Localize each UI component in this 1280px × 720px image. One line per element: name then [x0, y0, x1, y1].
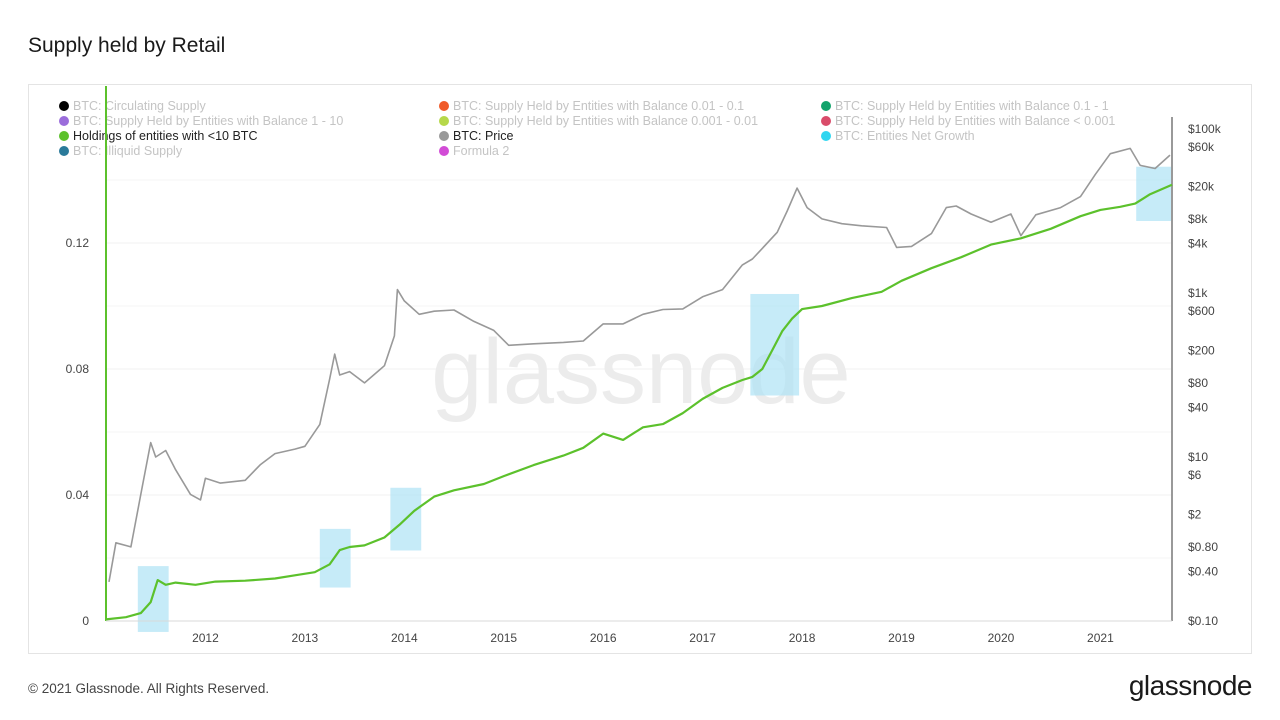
y-right-tick-label: $8k — [1188, 212, 1208, 226]
legend-marker — [439, 131, 449, 141]
y-left-tick-label: 0.04 — [66, 488, 90, 502]
legend-marker — [821, 101, 831, 111]
x-tick-label: 2017 — [689, 631, 716, 645]
y-right-tick-label: $0.10 — [1188, 614, 1218, 628]
legend-label: BTC: Supply Held by Entities with Balanc… — [835, 99, 1109, 113]
legend-label: BTC: Illiquid Supply — [73, 144, 183, 158]
legend-item[interactable]: BTC: Supply Held by Entities with Balanc… — [59, 114, 343, 128]
legend-marker — [439, 101, 449, 111]
legend-label: Holdings of entities with <10 BTC — [73, 129, 258, 143]
y-right-tick-label: $2 — [1188, 507, 1202, 521]
legend-marker — [59, 131, 69, 141]
legend-item[interactable]: BTC: Entities Net Growth — [821, 129, 975, 143]
legend-label: Formula 2 — [453, 144, 510, 158]
legend-label: BTC: Entities Net Growth — [835, 129, 975, 143]
y-right-tick-label: $600 — [1188, 304, 1215, 318]
legend-label: BTC: Price — [453, 129, 514, 143]
x-tick-label: 2012 — [192, 631, 219, 645]
legend-item[interactable]: BTC: Supply Held by Entities with Balanc… — [439, 114, 758, 128]
legend-marker — [439, 116, 449, 126]
x-tick-label: 2016 — [590, 631, 617, 645]
y-right-tick-label: $4k — [1188, 237, 1208, 251]
y-right-tick-label: $0.80 — [1188, 540, 1218, 554]
y-right-tick-label: $0.40 — [1188, 565, 1218, 579]
y-right-tick-label: $100k — [1188, 122, 1222, 136]
x-tick-label: 2013 — [292, 631, 319, 645]
x-tick-label: 2020 — [988, 631, 1015, 645]
y-right-tick-label: $40 — [1188, 401, 1208, 415]
chart-panel: BTC: Circulating Supply BTC: Supply Held … — [28, 84, 1252, 654]
legend-item[interactable]: BTC: Supply Held by Entities with Balanc… — [821, 114, 1115, 128]
legend-item[interactable]: Formula 2 — [439, 144, 509, 158]
copyright: © 2021 Glassnode. All Rights Reserved. — [28, 681, 270, 696]
y-left-tick-label: 0 — [82, 614, 89, 628]
highlight-box-4 — [1136, 166, 1172, 221]
legend-marker — [821, 131, 831, 141]
legend-marker — [59, 101, 69, 111]
legend-item[interactable]: BTC: Supply Held by Entities with Balanc… — [821, 99, 1109, 113]
legend-item[interactable]: BTC: Illiquid Supply — [59, 144, 182, 158]
y-right-tick-label: $1k — [1188, 286, 1208, 300]
y-right-tick-label: $6 — [1188, 468, 1202, 482]
legend-label: BTC: Supply Held by Entities with Balanc… — [835, 114, 1116, 128]
y-right-tick-label: $80 — [1188, 376, 1208, 390]
y-left-tick-label: 0.08 — [66, 362, 90, 376]
legend-marker — [439, 146, 449, 156]
legend-marker — [59, 146, 69, 156]
y-right-tick-label: $200 — [1188, 343, 1215, 357]
legend-marker — [821, 116, 831, 126]
x-tick-label: 2014 — [391, 631, 418, 645]
x-tick-label: 2015 — [490, 631, 517, 645]
chart-title: Supply held by Retail — [28, 34, 226, 57]
y-right-tick-label: $20k — [1188, 179, 1215, 193]
y-right-tick-label: $10 — [1188, 450, 1208, 464]
x-tick-label: 2018 — [789, 631, 816, 645]
series-line-0 — [105, 183, 1173, 621]
legend-label: BTC: Supply Held by Entities with Balanc… — [453, 99, 745, 113]
legend-marker — [59, 116, 69, 126]
brand-logo[interactable]: glassnode — [1128, 670, 1253, 701]
series-line-1 — [108, 147, 1171, 583]
y-right-tick-label: $60k — [1188, 140, 1215, 154]
legend-item[interactable]: Holdings of entities with <10 BTC — [59, 129, 257, 143]
highlight-box-0 — [137, 566, 169, 632]
legend-label: BTC: Supply Held by Entities with Balanc… — [453, 114, 759, 128]
y-left-tick-label: 0.12 — [66, 236, 90, 250]
legend-item[interactable]: BTC: Price — [439, 129, 513, 143]
legend-item[interactable]: BTC: Supply Held by Entities with Balanc… — [439, 99, 744, 113]
x-tick-label: 2019 — [888, 631, 915, 645]
legend-label: BTC: Supply Held by Entities with Balanc… — [73, 114, 344, 128]
x-tick-label: 2021 — [1087, 631, 1114, 645]
